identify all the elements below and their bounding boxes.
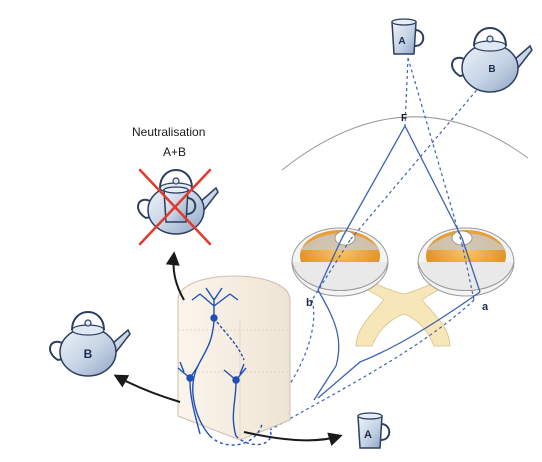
teapot-b-output [49,311,131,377]
eye-right [417,227,515,297]
fixation-rays [313,125,481,401]
teapot-b-output-label: B [84,347,93,361]
eye-left-label: b [306,297,313,309]
eye-right-label: a [482,301,489,313]
teapot-b-top-label: B [488,64,495,75]
neurons [177,287,272,446]
output-arrows [113,251,343,446]
cup-a-output-label: A [364,429,372,441]
visual-arc [281,116,529,171]
cup-a-output [357,412,391,449]
cup-a-top [391,18,425,55]
visual-cortex-block [177,275,291,441]
cross-out-mark [138,168,212,246]
neutralisation-title: Neutralisation [132,125,206,139]
eye-left [291,227,389,297]
cup-a-top-label: A [398,36,405,47]
combined-label: A+B [163,145,187,159]
teapot-b-top [451,27,533,93]
focus-point-label: F [401,113,408,124]
